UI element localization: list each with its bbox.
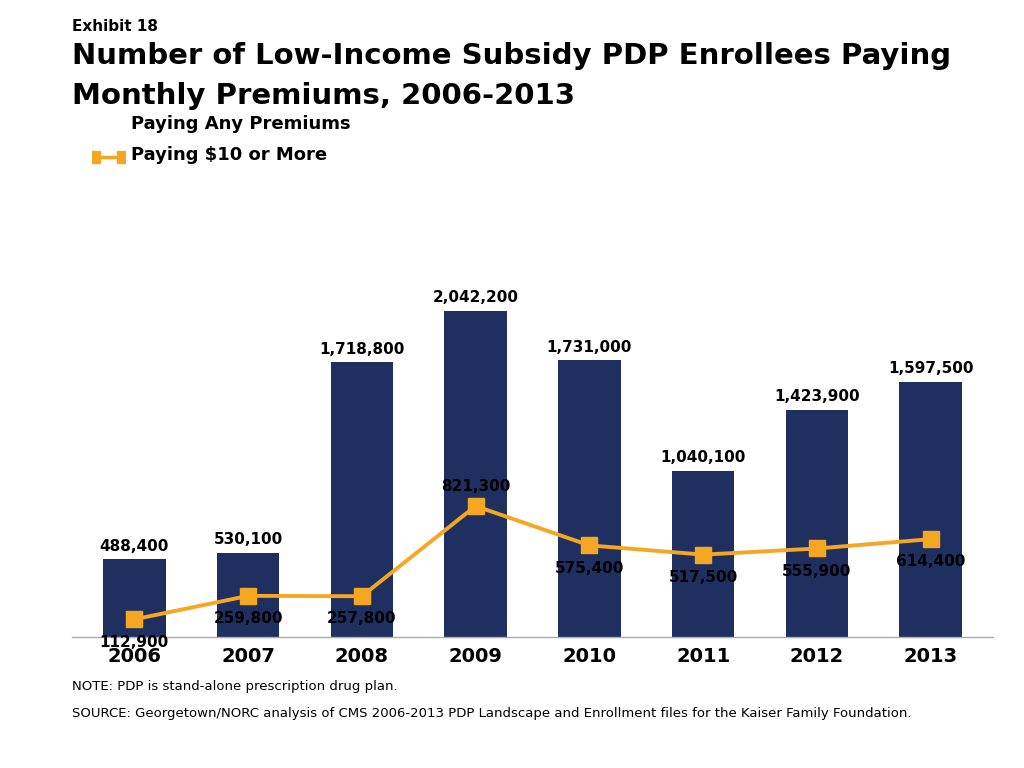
Text: 1,731,000: 1,731,000 [547, 340, 632, 355]
Bar [558, 360, 621, 637]
Bar [217, 553, 280, 637]
Text: FOUNDATION: FOUNDATION [922, 738, 974, 747]
Text: 2,042,200: 2,042,200 [432, 290, 518, 305]
Text: 257,800: 257,800 [327, 611, 396, 627]
Text: 1,040,100: 1,040,100 [660, 450, 745, 465]
Text: Monthly Premiums, 2006-2013: Monthly Premiums, 2006-2013 [72, 82, 574, 110]
Text: 1,423,900: 1,423,900 [774, 389, 860, 404]
Text: 614,400: 614,400 [896, 554, 966, 569]
Text: SOURCE: Georgetown/NORC analysis of CMS 2006-2013 PDP Landscape and Enrollment f: SOURCE: Georgetown/NORC analysis of CMS … [72, 707, 911, 720]
Text: THE HENRY J.: THE HENRY J. [923, 691, 973, 700]
Text: 575,400: 575,400 [555, 561, 624, 575]
Text: KAISER: KAISER [921, 705, 975, 718]
Text: 1,597,500: 1,597,500 [888, 361, 974, 376]
Text: 1,718,800: 1,718,800 [319, 342, 404, 357]
Text: Exhibit 18: Exhibit 18 [72, 19, 158, 35]
Text: 488,400: 488,400 [99, 538, 169, 554]
Text: Number of Low-Income Subsidy PDP Enrollees Paying: Number of Low-Income Subsidy PDP Enrolle… [72, 42, 951, 70]
Text: 259,800: 259,800 [213, 611, 283, 626]
Text: 530,100: 530,100 [213, 532, 283, 547]
Text: 112,900: 112,900 [99, 634, 169, 650]
Bar [899, 382, 962, 637]
Text: Paying Any Premiums: Paying Any Premiums [131, 115, 350, 134]
Text: 555,900: 555,900 [782, 564, 852, 579]
Bar [672, 471, 734, 637]
Text: 821,300: 821,300 [441, 479, 510, 494]
Text: 517,500: 517,500 [669, 570, 737, 585]
Text: Paying $10 or More: Paying $10 or More [131, 146, 328, 164]
Bar [785, 409, 848, 637]
Bar [444, 311, 507, 637]
Bar [103, 559, 166, 637]
Text: NOTE: PDP is stand-alone prescription drug plan.: NOTE: PDP is stand-alone prescription dr… [72, 680, 397, 693]
Text: FAMILY: FAMILY [922, 720, 974, 733]
Bar [331, 362, 393, 637]
